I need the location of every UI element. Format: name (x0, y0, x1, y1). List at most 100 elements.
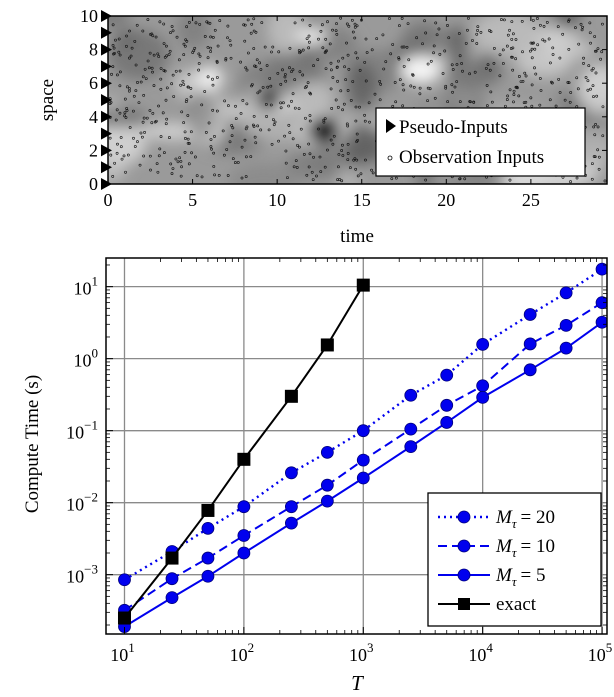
observation-input (213, 135, 216, 138)
observation-input (183, 130, 187, 134)
observation-input (187, 142, 191, 145)
observation-input (258, 89, 262, 93)
observation-input (125, 34, 128, 38)
observation-input (418, 92, 422, 96)
observation-input (179, 83, 183, 87)
observation-input (178, 156, 182, 160)
observation-input (215, 76, 219, 79)
observation-input (581, 25, 585, 29)
data-point (476, 390, 490, 404)
observation-input (353, 157, 357, 161)
observation-input (194, 155, 197, 159)
observation-input (601, 134, 605, 138)
pseudo-input-marker (101, 43, 112, 56)
data-point (523, 363, 537, 377)
observation-input (363, 113, 366, 117)
observation-input (293, 78, 297, 82)
observation-input (308, 114, 312, 117)
observation-input (297, 107, 301, 111)
observation-input (318, 155, 322, 159)
legend-pseudo-inputs-label: Pseudo-Inputs (399, 117, 508, 138)
observation-input (521, 50, 524, 54)
observation-input (402, 64, 406, 68)
observation-input (175, 35, 179, 39)
observation-input (216, 44, 220, 48)
observation-input (299, 127, 303, 131)
observation-input (124, 170, 127, 174)
observation-input (170, 25, 174, 28)
observation-input (236, 161, 240, 164)
observation-input (211, 36, 215, 39)
observation-input (424, 31, 428, 35)
observation-input (267, 128, 271, 132)
observation-input (130, 46, 134, 50)
observation-input (354, 167, 358, 171)
observation-input (186, 114, 190, 117)
heatmap-legend-box (375, 107, 586, 177)
observation-input (397, 56, 401, 59)
observation-input (270, 50, 273, 54)
observation-input (294, 159, 298, 163)
observation-input (228, 140, 232, 144)
observation-input (167, 52, 171, 56)
data-point (284, 466, 298, 480)
observation-input (284, 149, 288, 153)
heatmap-ytick-label: 10 (80, 6, 98, 26)
observation-input (354, 51, 358, 55)
observation-input (164, 122, 168, 126)
observation-input (144, 77, 148, 80)
y-tick-label: 101 (74, 274, 99, 299)
observation-input (169, 31, 172, 35)
observation-input (230, 124, 234, 127)
heatmap-blob (341, 121, 381, 165)
observation-input (261, 85, 265, 89)
observation-input (182, 42, 186, 46)
observation-input (139, 80, 143, 84)
observation-input (252, 47, 256, 50)
observation-input (596, 148, 600, 152)
observation-input (268, 76, 272, 80)
observation-input (432, 51, 435, 55)
observation-input (119, 145, 123, 149)
observation-input (370, 48, 374, 52)
observation-input (529, 49, 532, 53)
observation-input (576, 87, 580, 91)
legend-label: exact (496, 594, 537, 615)
observation-input (150, 121, 154, 125)
observation-input (290, 99, 293, 103)
observation-input (320, 23, 324, 27)
observation-input (378, 80, 382, 83)
observation-input (335, 22, 338, 26)
observation-input (187, 72, 191, 76)
heatmap-blob (176, 16, 211, 49)
observation-input (288, 131, 292, 135)
observation-input (407, 58, 411, 62)
observation-input (557, 77, 561, 81)
observation-input (156, 170, 160, 174)
observation-input (586, 88, 590, 92)
observation-input (163, 55, 167, 59)
observation-input (108, 102, 112, 105)
observation-input (254, 30, 258, 34)
observation-input (569, 180, 572, 184)
observation-input (203, 35, 207, 38)
data-point (320, 338, 334, 352)
observation-input (148, 154, 152, 158)
observation-input (512, 100, 515, 104)
heatmap-blob (444, 26, 471, 65)
observation-input (370, 168, 373, 172)
observation-input (346, 53, 350, 57)
pseudo-input-marker (101, 60, 112, 73)
observation-input (317, 37, 320, 41)
data-point (356, 453, 370, 467)
observation-input (589, 41, 592, 45)
observation-input (168, 49, 172, 53)
observation-input (510, 20, 514, 23)
observation-input (324, 67, 328, 70)
observation-input (209, 50, 212, 53)
observation-input (412, 85, 416, 89)
observation-input (588, 31, 592, 35)
observation-input (432, 44, 436, 48)
observation-input (251, 123, 255, 127)
observation-input (225, 148, 229, 151)
